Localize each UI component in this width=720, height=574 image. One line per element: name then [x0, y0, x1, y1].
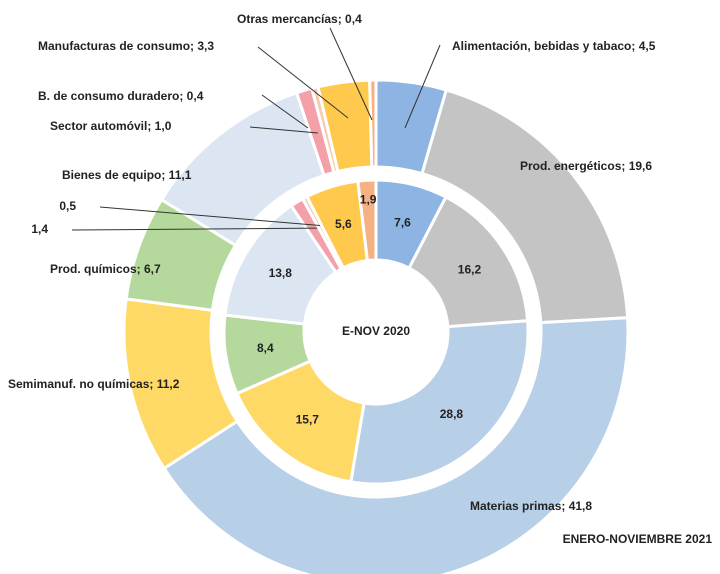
slice-label: 13,8 — [269, 266, 293, 280]
leader-line — [71, 227, 333, 231]
leader-line — [261, 94, 309, 129]
slice-label: Prod. energéticos; 19,6 — [520, 159, 652, 173]
slice-label: 16,2 — [458, 262, 482, 276]
slice-label: Alimentación, bebidas y tabaco; 4,5 — [452, 39, 656, 53]
slice — [162, 316, 630, 574]
slice-label: Materias primas; 41,8 — [470, 499, 592, 513]
leader-line — [249, 126, 319, 134]
slice — [368, 78, 378, 169]
slice-label: 1,9 — [360, 192, 377, 206]
slice — [356, 178, 378, 263]
slice-label: Otras mercancías; 0,4 — [237, 12, 362, 26]
slice — [407, 195, 530, 329]
series-name: ENERO-NOVIEMBRE 2021 — [563, 532, 713, 546]
leader-line — [404, 44, 441, 129]
slice-label: 15,7 — [296, 413, 320, 427]
slice-label: Sector automóvil; 1,0 — [50, 119, 172, 133]
slice-label: 5,6 — [335, 217, 352, 231]
slice-label: 28,8 — [440, 407, 464, 421]
leader-line — [329, 27, 373, 121]
slice — [420, 88, 630, 325]
slice-label: Prod. químicos; 6,7 — [50, 262, 161, 276]
slice-label: Semimanuf. no químicas; 11,2 — [8, 377, 180, 391]
slice-label: Manufacturas de consumo; 3,3 — [38, 39, 214, 53]
slice-label: 1,4 — [31, 222, 48, 236]
slice-label: 0,5 — [59, 199, 76, 213]
leader-line — [257, 46, 349, 119]
series-name: E-NOV 2020 — [342, 324, 410, 338]
leader-line — [99, 206, 327, 227]
slice-label: 7,6 — [394, 215, 411, 229]
slice-label: B. de consumo duradero; 0,4 — [38, 89, 204, 103]
slice-label: 8,4 — [257, 341, 274, 355]
slice — [349, 319, 530, 486]
slice-label: Bienes de equipo; 11,1 — [62, 168, 192, 182]
